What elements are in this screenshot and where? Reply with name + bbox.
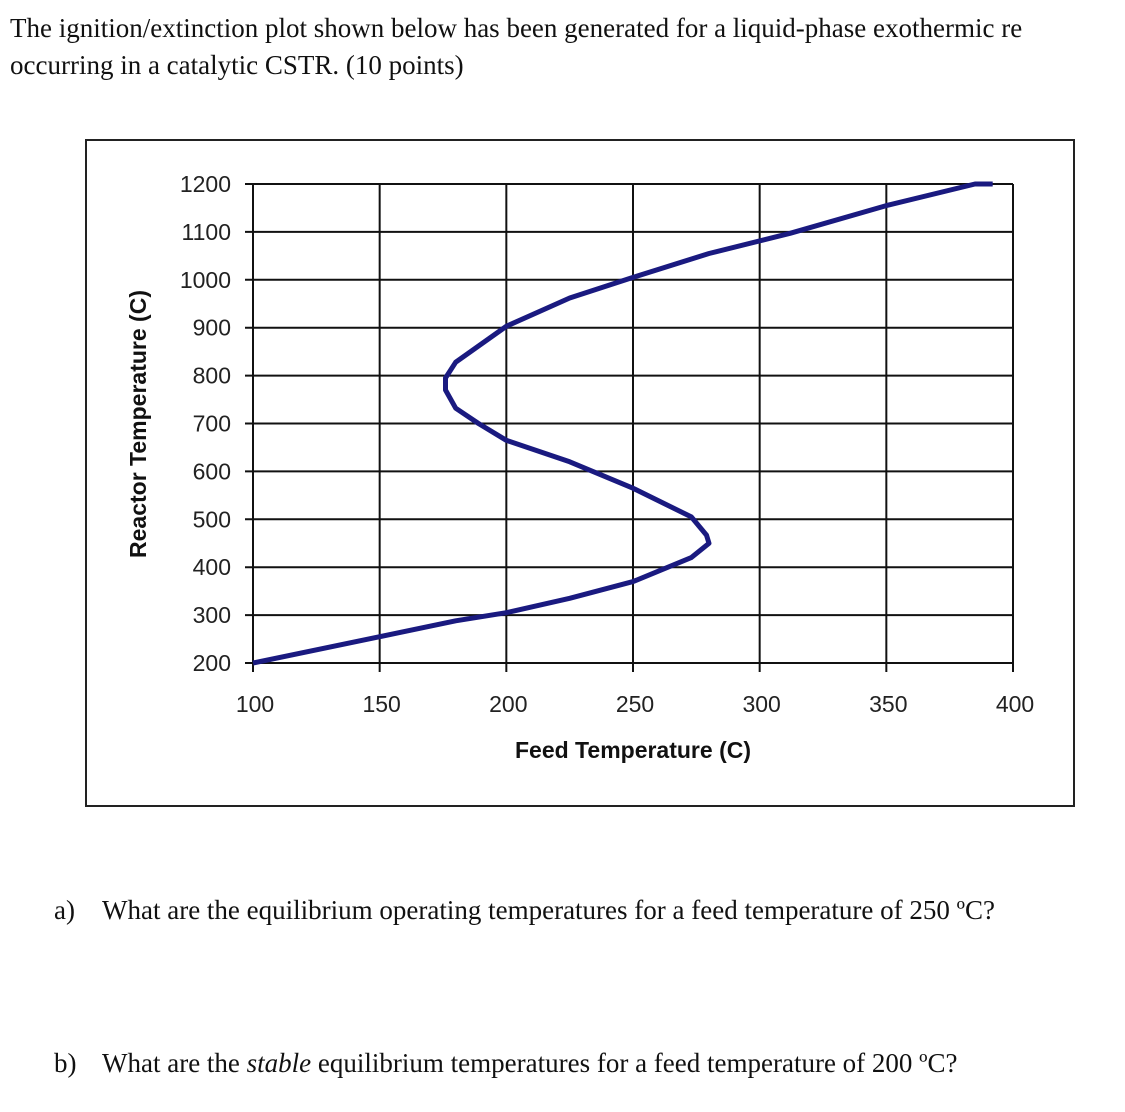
question-b-text: What are the — [102, 1048, 247, 1078]
y-tick-label: 1000 — [180, 267, 231, 293]
y-tick-label: 700 — [193, 411, 231, 437]
question-b-text-after: equilibrium temperatures for a feed temp… — [311, 1048, 958, 1078]
y-tick-label: 1200 — [180, 171, 231, 197]
problem-statement-line-1: The ignition/extinction plot shown below… — [10, 13, 1023, 43]
y-tick-label: 500 — [193, 506, 231, 532]
y-tick-label: 900 — [193, 315, 231, 341]
y-axis-title: Reactor Temperature (C) — [125, 290, 151, 558]
data-series-line — [252, 181, 993, 666]
y-tick-label: 200 — [193, 650, 231, 676]
y-tick-label: 400 — [193, 554, 231, 580]
question-a-label: a) — [54, 895, 75, 925]
y-axis-ticks: 200 300 400 500 600 700 800 900 1000 1100 1200 — [180, 171, 231, 676]
x-tick-label: 150 — [362, 691, 400, 717]
x-axis-title: Feed Temperature (C) — [515, 737, 751, 763]
y-tick-label: 300 — [193, 602, 231, 628]
x-axis-ticks: 100 150 200 250 300 350 400 — [236, 691, 1034, 717]
y-tick-label: 800 — [193, 363, 231, 389]
x-tick-label: 400 — [996, 691, 1034, 717]
x-tick-label: 100 — [236, 691, 274, 717]
question-b-emphasis: stable — [246, 1048, 312, 1078]
problem-statement: The ignition/extinction plot shown below… — [10, 10, 1125, 84]
x-tick-label: 300 — [742, 691, 780, 717]
problem-statement-line-2: occurring in a catalytic CSTR. (10 point… — [10, 50, 464, 80]
ignition-extinction-chart: 200 300 400 500 600 700 800 900 1000 1100 1200 100… — [125, 171, 1034, 763]
y-tick-label: 600 — [193, 458, 231, 484]
question-b-label: b) — [54, 1048, 77, 1078]
chart-frame — [85, 139, 1075, 807]
x-tick-label: 350 — [869, 691, 907, 717]
x-tick-label: 200 — [489, 691, 527, 717]
question-a: a) What are the equilibrium operating tem… — [54, 895, 995, 926]
question-a-text: What are the equilibrium operating tempe… — [102, 895, 995, 925]
y-tick-label: 1100 — [182, 219, 231, 245]
chart-grid — [245, 183, 1014, 672]
x-tick-label: 250 — [616, 691, 654, 717]
question-b: b) What are the stable equilibrium temper… — [54, 1048, 958, 1079]
